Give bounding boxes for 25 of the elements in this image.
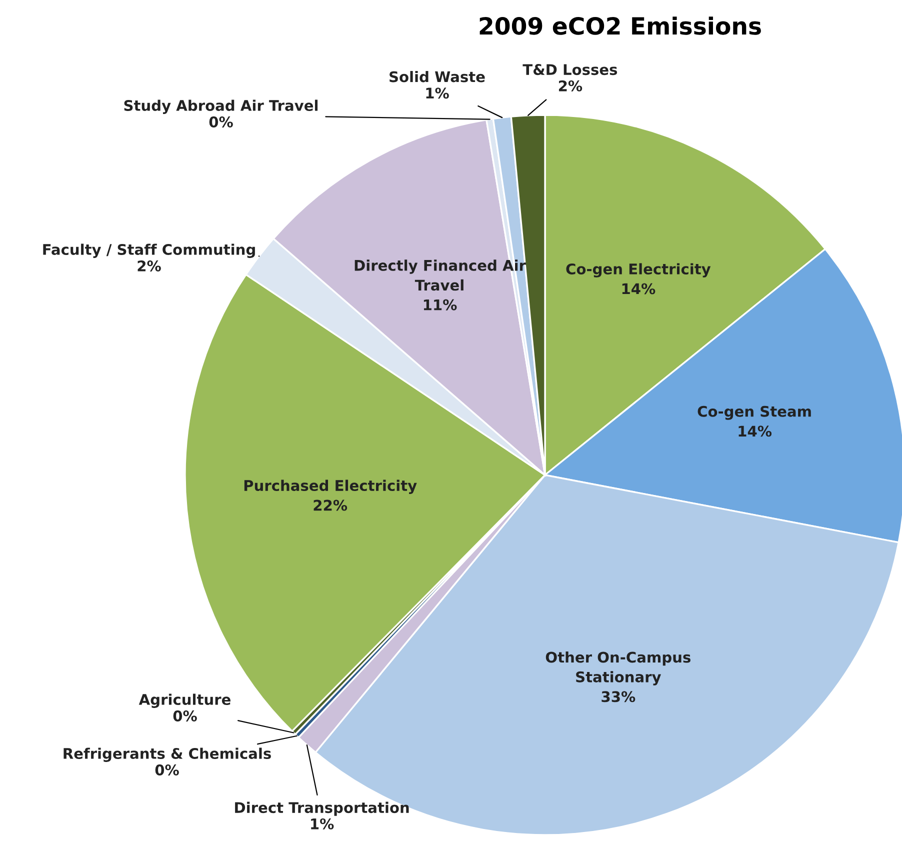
data-label: 2%	[558, 80, 582, 92]
data-label: 11%	[424, 299, 457, 310]
slice-label: Directly Financed Air Travel	[354, 260, 526, 291]
data-label: 0%	[173, 710, 197, 722]
chart-title: 2009 eCO2 Emissions	[480, 16, 761, 35]
data-label: 1%	[311, 818, 334, 830]
slice-label: Solid Waste	[390, 70, 485, 82]
slice-label: Co-gen Electricity	[566, 263, 711, 278]
data-label: 14%	[738, 426, 772, 437]
data-label: 1%	[426, 88, 449, 99]
slice-label: Agriculture	[138, 694, 230, 708]
slice-label: Other On-Campus Stationary	[546, 651, 690, 686]
data-label: 0%	[209, 116, 233, 128]
data-label: 33%	[602, 691, 636, 702]
slice-label: Faculty / Staff Commuting	[43, 244, 255, 258]
data-label: 22%	[314, 500, 348, 511]
data-label: 0%	[155, 764, 179, 776]
slice-label: Purchased Electricity	[244, 480, 417, 494]
data-label: 14%	[622, 283, 656, 294]
slice-label: T&D Losses	[522, 64, 618, 76]
slice-label: Direct Transportation	[235, 802, 409, 816]
slice-label: Refrigerants & Chemicals	[64, 748, 271, 762]
data-label: 2%	[138, 260, 161, 272]
slice-label: Co-gen Steam	[698, 406, 811, 420]
slice-label: Study Abroad Air Travel	[124, 100, 318, 114]
